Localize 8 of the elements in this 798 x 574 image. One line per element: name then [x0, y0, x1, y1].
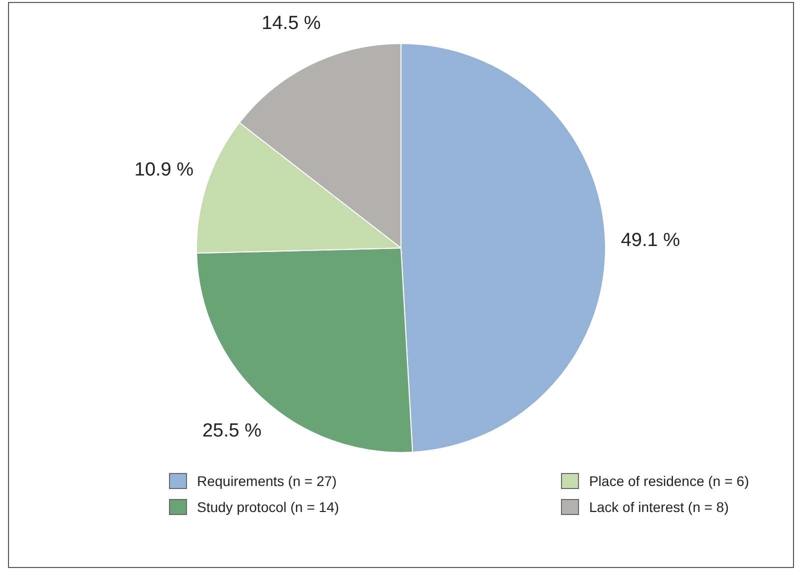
data-label: 25.5 % — [202, 420, 262, 442]
legend-label: Lack of interest (n = 8) — [589, 499, 729, 515]
data-label: 49.1 % — [620, 230, 680, 252]
legend-label: Place of residence (n = 6) — [589, 473, 749, 489]
legend-label: Requirements (n = 27) — [197, 473, 337, 489]
data-label: 10.9 % — [134, 159, 194, 180]
legend-label: Study protocol (n = 14) — [197, 499, 340, 515]
data-label: 14.5 % — [262, 13, 321, 34]
